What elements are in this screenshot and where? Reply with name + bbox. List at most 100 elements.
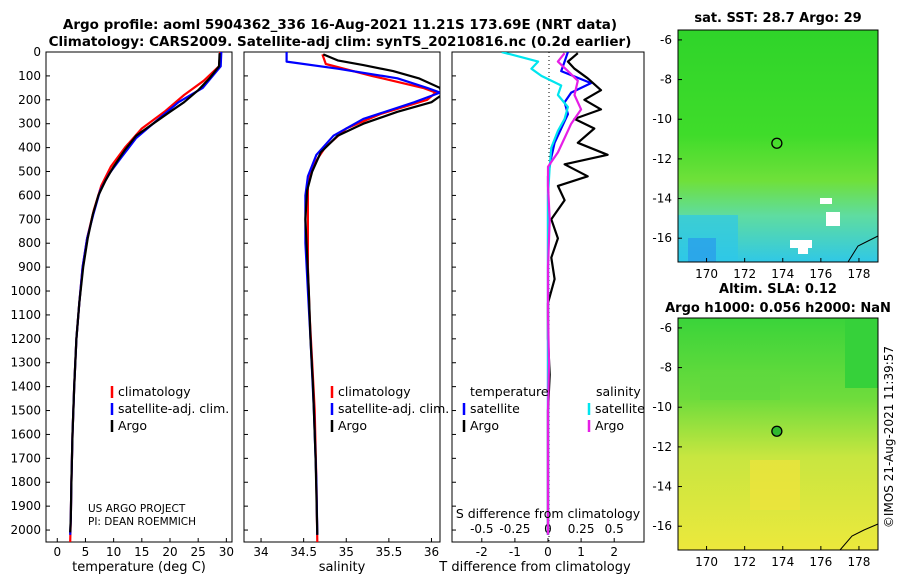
argo-float-marker (771, 425, 783, 437)
depth-tick-label: 1900 (10, 499, 41, 513)
top-tick-label: 0.25 (568, 522, 595, 536)
legend-label-satellite: satellite-adj. clim. (118, 401, 229, 416)
sla-map-axes: 170 172 174 176 178 -6 -8 -10 -12 -14 -16 (652, 321, 870, 569)
series-t-argo (546, 52, 609, 535)
series-climatology (306, 54, 437, 542)
imos-timestamp: ©IMOS 21-Aug-2021 11:39:57 (882, 346, 896, 528)
top-tick-label: -0.5 (470, 522, 493, 536)
depth-tick-label: 200 (18, 93, 41, 107)
legend-label-t-argo: Argo (470, 418, 499, 433)
depth-tick-label: 800 (18, 236, 41, 250)
temperature-x-axis: 0 5 10 15 20 25 30 (53, 538, 234, 559)
map-y-tick-label: -16 (652, 519, 672, 533)
map-y-tick-label: -12 (652, 152, 672, 166)
depth-tick-label: 300 (18, 117, 41, 131)
map-x-tick-label: 178 (847, 555, 870, 569)
top-tick-label: 0.5 (605, 522, 624, 536)
x-tick-label: 35.5 (376, 545, 403, 559)
x-tick-label: -1 (509, 545, 521, 559)
map-x-tick-label: 178 (847, 267, 870, 281)
depth-tick-label: 1800 (10, 475, 41, 489)
x-tick-label: 36 (424, 545, 439, 559)
depth-tick-label: 1600 (10, 427, 41, 441)
sla-map-title-1: Altim. SLA: 0.12 (719, 282, 837, 297)
difference-series (501, 52, 609, 535)
header-line-2: Climatology: CARS2009. Satellite-adj cli… (49, 34, 632, 50)
series-argo (304, 53, 440, 535)
x-tick-label: 0 (53, 545, 61, 559)
x-tick-label: 34 (253, 545, 268, 559)
sla-mid-patch (700, 370, 780, 400)
legend-label-argo: Argo (338, 418, 367, 433)
temperature-legend: climatology satellite-adj. clim. Argo (110, 384, 229, 433)
sla-map-title-2: Argo h1000: 0.056 h2000: NaN (665, 301, 891, 316)
x-tick-label: 0 (544, 545, 552, 559)
legend-label-s-argo: Argo (595, 418, 624, 433)
map-x-tick-label: 174 (771, 267, 794, 281)
x-tick-label: 2 (610, 545, 618, 559)
salinity-x-label: salinity (319, 560, 366, 575)
map-y-tick-label: -14 (652, 192, 672, 206)
x-tick-label: 25 (191, 545, 206, 559)
map-x-tick-label: 170 (695, 267, 718, 281)
sla-map (678, 318, 879, 551)
depth-tick-label: 1100 (10, 308, 41, 322)
legend-label-argo: Argo (118, 418, 147, 433)
map-y-tick-label: -16 (652, 231, 672, 245)
depth-tick-label: 400 (18, 141, 41, 155)
top-tick-label: -0.25 (499, 522, 530, 536)
x-tick-label: 5 (82, 545, 90, 559)
x-tick-label: 30 (219, 545, 234, 559)
depth-tick-label: 1500 (10, 404, 41, 418)
legend-label-climatology: climatology (118, 384, 191, 399)
sst-cold-patch (688, 238, 716, 262)
depth-tick-label: 1200 (10, 332, 41, 346)
x-tick-label: 34.5 (290, 545, 317, 559)
credit-line-2: PI: DEAN ROEMMICH (88, 516, 196, 528)
map-y-tick-label: -14 (652, 480, 672, 494)
difference-legend: temperature salinity satellite Argo sate… (462, 384, 645, 433)
depth-tick-label: 2000 (10, 523, 41, 537)
series-climatology (69, 52, 222, 542)
x-tick-label: 10 (106, 545, 121, 559)
series-argo (69, 53, 221, 533)
legend-title-salinity: salinity (596, 384, 641, 399)
sst-map-frame (677, 29, 879, 263)
coastline (839, 523, 879, 551)
map-x-tick-label: 176 (809, 267, 832, 281)
depth-tick-label: 600 (18, 188, 41, 202)
difference-x-label: T difference from climatology (438, 560, 631, 575)
salinity-series (285, 52, 440, 542)
sla-map-frame (677, 317, 879, 551)
x-tick-label: -2 (476, 545, 488, 559)
salinity-panel-frame (243, 51, 441, 543)
legend-label-t-satellite: satellite (470, 401, 520, 416)
depth-tick-label: 0 (33, 45, 41, 59)
legend-label-climatology: climatology (338, 384, 411, 399)
depth-tick-label: 100 (18, 69, 41, 83)
depth-tick-label: 500 (18, 165, 41, 179)
difference-top-label: S difference from climatology (456, 506, 641, 521)
map-y-tick-label: -12 (652, 440, 672, 454)
sla-low-patch (750, 460, 800, 510)
temperature-x-label: temperature (deg C) (72, 560, 206, 575)
sst-map-axes: 170 172 174 176 178 -6 -8 -10 -12 -14 -16 (652, 33, 870, 281)
x-tick-label: 35 (339, 545, 354, 559)
map-x-tick-label: 170 (695, 555, 718, 569)
map-y-tick-label: -6 (660, 321, 672, 335)
series-s-argo (546, 52, 583, 535)
depth-tick-label: 1000 (10, 284, 41, 298)
x-tick-label: 15 (134, 545, 149, 559)
sla-high-patch (845, 318, 878, 388)
depth-tick-label: 900 (18, 260, 41, 274)
salinity-x-axis: 34 34.5 35 35.5 36 (253, 538, 439, 559)
depth-tick-label: 1700 (10, 451, 41, 465)
depth-tick-label: 1400 (10, 380, 41, 394)
coastline (847, 235, 879, 263)
temperature-series (69, 52, 223, 542)
map-y-tick-label: -10 (652, 112, 672, 126)
depth-tick-label: 1300 (10, 356, 41, 370)
map-y-tick-label: -10 (652, 400, 672, 414)
map-y-tick-label: -6 (660, 33, 672, 47)
